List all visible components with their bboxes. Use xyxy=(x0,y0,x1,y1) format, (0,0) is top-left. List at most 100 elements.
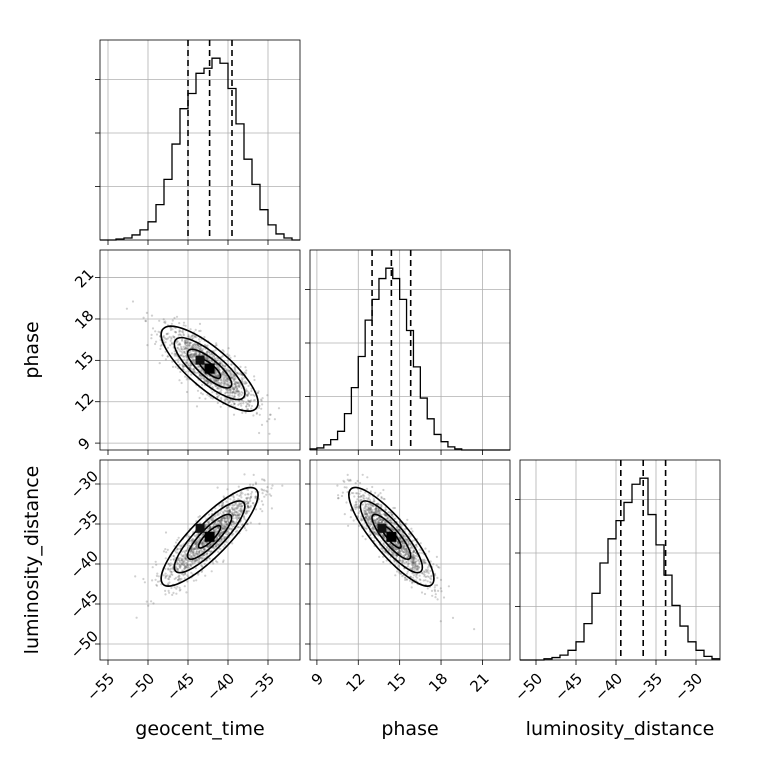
sample-point xyxy=(237,372,241,375)
sample-point xyxy=(186,341,189,344)
sample-point xyxy=(232,390,235,393)
sample-point xyxy=(401,575,404,578)
sample-point xyxy=(170,336,173,339)
sample-point xyxy=(383,537,386,540)
sample-point xyxy=(387,511,390,514)
sample-point xyxy=(360,519,363,522)
sample-point xyxy=(180,345,183,348)
sample-point xyxy=(169,562,172,565)
sample-point xyxy=(411,555,414,559)
sample-point xyxy=(164,576,167,580)
sample-point xyxy=(222,510,225,514)
sample-point xyxy=(183,550,186,553)
sample-point xyxy=(370,504,373,507)
scatter-frame-2-0 xyxy=(99,459,301,661)
sample-point xyxy=(167,568,170,571)
sample-point xyxy=(215,392,218,395)
sample-point xyxy=(398,529,402,532)
sample-point xyxy=(375,510,378,513)
sample-point xyxy=(263,479,266,482)
sample-point xyxy=(202,371,205,374)
sample-point xyxy=(372,510,375,514)
sample-point xyxy=(236,513,240,517)
sample-point xyxy=(376,502,379,505)
sample-point xyxy=(222,516,225,520)
sample-point xyxy=(248,403,251,406)
sample-point xyxy=(382,497,385,500)
sample-point xyxy=(193,336,196,339)
sample-point xyxy=(188,344,192,347)
sample-point xyxy=(235,507,238,510)
sample-point xyxy=(391,528,394,531)
sample-point xyxy=(355,503,358,506)
sample-point xyxy=(402,550,405,554)
sample-point xyxy=(180,348,183,351)
sample-point xyxy=(232,520,235,524)
sample-point xyxy=(164,593,167,596)
sample-point xyxy=(193,554,196,557)
sample-point xyxy=(227,359,230,362)
sample-point xyxy=(194,328,197,331)
sample-point xyxy=(171,328,174,331)
sample-point xyxy=(184,347,187,350)
sample-point xyxy=(169,558,172,561)
hist-frame-luminosity_distance xyxy=(519,459,721,661)
sample-point xyxy=(200,551,204,554)
sample-point xyxy=(170,342,173,345)
sample-point xyxy=(366,508,369,511)
sample-point xyxy=(213,529,216,532)
sample-point xyxy=(218,535,221,538)
sample-point xyxy=(193,342,196,345)
sample-point xyxy=(415,569,418,572)
sample-point xyxy=(236,506,239,509)
sample-point xyxy=(390,526,393,529)
sample-point xyxy=(185,361,189,364)
sample-point xyxy=(399,552,402,555)
sample-point xyxy=(194,352,198,355)
sample-point xyxy=(405,560,408,563)
sample-point xyxy=(416,576,419,579)
sample-point xyxy=(364,509,367,512)
sample-point xyxy=(199,347,202,350)
sample-point xyxy=(192,367,195,370)
sample-point xyxy=(179,578,182,581)
sample-point xyxy=(192,552,195,555)
sample-point xyxy=(226,510,230,513)
sample-point xyxy=(411,564,414,567)
sample-point xyxy=(232,532,235,536)
sample-point xyxy=(414,560,417,563)
sample-point xyxy=(404,544,407,548)
sample-point xyxy=(222,372,225,375)
sample-point xyxy=(410,561,413,565)
sample-point xyxy=(391,515,395,518)
sample-point xyxy=(209,526,212,529)
sample-point xyxy=(189,353,192,356)
sample-point xyxy=(244,366,247,369)
sample-point xyxy=(214,515,217,518)
sample-point xyxy=(368,509,371,512)
sample-point xyxy=(413,557,416,560)
sample-point xyxy=(395,527,398,530)
sample-point xyxy=(195,541,198,544)
sample-point xyxy=(232,376,235,379)
sample-point xyxy=(350,491,353,495)
sample-point xyxy=(349,508,353,511)
sample-point xyxy=(134,575,137,578)
sample-point xyxy=(375,507,378,510)
sample-point xyxy=(164,337,167,340)
sample-point xyxy=(230,507,234,510)
sample-point xyxy=(415,557,418,561)
sample-point xyxy=(177,559,181,562)
sample-point xyxy=(407,565,410,568)
sample-point xyxy=(185,566,188,569)
sample-point xyxy=(203,562,206,566)
sample-point xyxy=(219,533,222,537)
sample-point xyxy=(414,560,417,563)
sample-point xyxy=(405,538,408,541)
sample-point xyxy=(215,560,218,563)
sample-point xyxy=(166,346,170,349)
sample-point xyxy=(193,547,196,551)
sample-point xyxy=(359,517,362,520)
sample-point xyxy=(359,495,363,498)
sample-point xyxy=(223,383,226,386)
